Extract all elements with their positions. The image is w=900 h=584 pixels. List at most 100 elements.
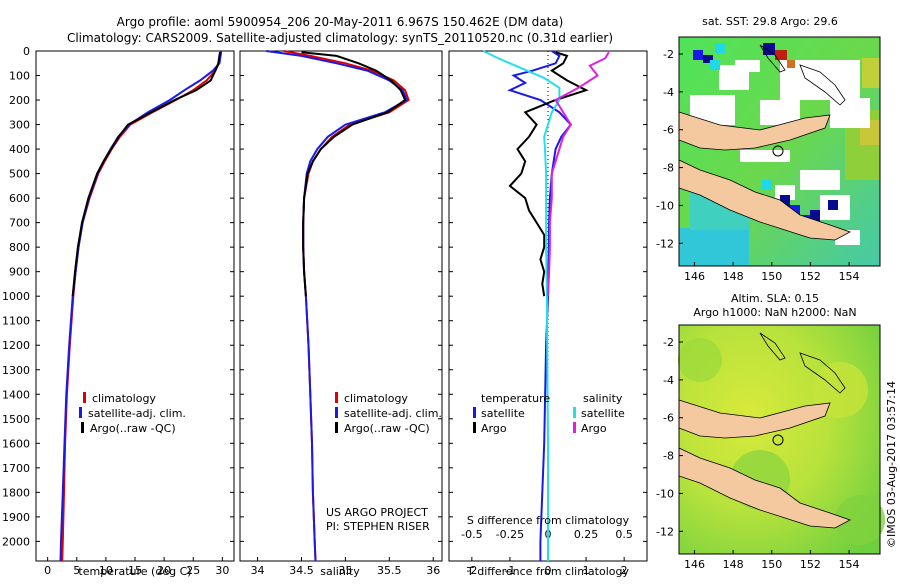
lat-tick-label: -8	[663, 162, 674, 175]
difference-plot: -2 -1 0 1 2-0.5 -0.25 0 0.25 0.5	[461, 50, 633, 577]
legend-swatch-satellite	[79, 407, 82, 418]
x-tick-label: -1	[504, 564, 515, 577]
sst-map	[678, 36, 881, 267]
salinity-plot: 34 34.5 35 35.5 36	[251, 50, 440, 577]
sst-map-axes: 146 148 150 152 154 -2 -4 -6 -8 -10 -12	[656, 48, 860, 283]
project-line-1: US ARGO PROJECT	[326, 506, 428, 519]
x-tick-label: 36	[426, 564, 440, 577]
series-line-argo-raw-qc-	[301, 51, 407, 297]
lat-tick-label: -6	[663, 124, 674, 137]
series-line-satellite-adj-clim-	[59, 50, 223, 562]
legend-satellite: satellite-adj. clim.	[344, 407, 442, 420]
s-difference-xlabel: S difference from climatology	[467, 514, 630, 527]
series-line-climatology	[61, 50, 222, 562]
title-line-2: Climatology: CARS2009. Satellite-adjuste…	[67, 31, 613, 45]
series-line-s-satellite	[482, 50, 561, 561]
temperature-plot: 0 5 10 15 20 25 30	[44, 50, 229, 577]
lon-tick-label: 150	[761, 270, 782, 283]
series-line-t-satellite	[507, 50, 573, 561]
depth-tick-label: 1400	[2, 388, 30, 401]
lon-tick-label: 150	[761, 558, 782, 571]
depth-tick-label: 1300	[2, 364, 30, 377]
legend-climatology: climatology	[344, 392, 408, 405]
lon-tick-label: 146	[684, 558, 705, 571]
legend-argo: Argo(..raw -QC)	[344, 422, 430, 435]
lat-tick-label: -12	[656, 237, 674, 250]
depth-axis: 0 100 200 300 400 500 600 700 800 900 1000 1100 1200…	[2, 45, 647, 548]
temperature-xlabel: temperature (deg C)	[78, 565, 191, 578]
legend-s-argo: Argo	[581, 422, 607, 435]
x-tick-label: 30	[215, 564, 229, 577]
lat-tick-label: -2	[663, 336, 674, 349]
x-tick-label-top: 0.25	[574, 528, 599, 541]
lat-tick-label: -4	[663, 86, 674, 99]
lon-tick-label: 154	[839, 270, 860, 283]
legend-swatch-s-argo	[573, 422, 576, 433]
salinity-panel	[239, 50, 443, 562]
salinity-xlabel: salinity	[320, 565, 360, 578]
legend-swatch-climatology	[335, 392, 338, 403]
depth-tick-label: 200	[9, 94, 30, 107]
depth-tick-label: 100	[9, 70, 30, 83]
legend-argo: Argo(..raw -QC)	[90, 422, 176, 435]
x-tick-label-top: 0.5	[615, 528, 633, 541]
x-tick-label: 10	[99, 564, 113, 577]
x-tick-label-top: -0.5	[461, 528, 482, 541]
argo-location-marker	[772, 434, 784, 446]
temperature-panel	[35, 50, 235, 562]
lat-tick-label: -12	[656, 525, 674, 538]
x-tick-label: 25	[186, 564, 200, 577]
series-line-satellite-adj-clim-	[266, 50, 409, 562]
sla-map-axes: 146 148 150 152 154 -2 -4 -6 -8 -10 -12	[656, 336, 860, 571]
legend-satellite: satellite-adj. clim.	[88, 407, 186, 420]
depth-tick-label: 1800	[2, 486, 30, 499]
sst-title: sat. SST: 29.8 Argo: 29.6	[702, 15, 838, 28]
legend-swatch-satellite	[335, 407, 338, 418]
series-line-argo-raw-qc-	[71, 52, 221, 297]
sla-map	[678, 324, 885, 555]
series-line-s-argo	[547, 51, 610, 297]
x-tick-label: 0	[44, 564, 51, 577]
lat-tick-label: -6	[663, 412, 674, 425]
depth-tick-label: 900	[9, 266, 30, 279]
depth-tick-label: 1100	[2, 315, 30, 328]
lon-tick-label: 148	[723, 270, 744, 283]
x-tick-label: 5	[73, 564, 80, 577]
sla-title-2: Argo h1000: NaN h2000: NaN	[693, 306, 856, 319]
x-tick-label: 20	[157, 564, 171, 577]
project-line-2: PI: STEPHEN RISER	[326, 520, 430, 533]
depth-tick-label: 0	[23, 45, 30, 58]
legend-climatology: climatology	[92, 392, 156, 405]
legend-salinity-header: salinity	[583, 392, 623, 405]
lon-tick-label: 154	[839, 558, 860, 571]
legend-swatch-climatology	[83, 392, 86, 403]
legend-t-satellite: satellite	[481, 407, 525, 420]
temperature-legend: climatology satellite-adj. clim. Argo(..…	[79, 392, 186, 435]
depth-tick-label: 600	[9, 192, 30, 205]
t-difference-xlabel: T difference from climatology	[466, 565, 629, 578]
timestamp: ©IMOS 03-Aug-2017 03:57:14	[885, 381, 898, 548]
x-tick-label: -2	[466, 564, 477, 577]
legend-swatch-argo	[81, 422, 84, 433]
series-line-t-argo	[508, 51, 589, 297]
depth-tick-label: 1900	[2, 511, 30, 524]
depth-tick-label: 800	[9, 241, 30, 254]
legend-swatch-t-satellite	[473, 407, 476, 418]
x-tick-label: 2	[621, 564, 628, 577]
lat-tick-label: -4	[663, 374, 674, 387]
depth-tick-label: 1200	[2, 339, 30, 352]
legend-t-argo: Argo	[481, 422, 507, 435]
lon-tick-label: 152	[800, 270, 821, 283]
argo-location-marker	[772, 145, 784, 157]
x-tick-label-top: -0.25	[496, 528, 524, 541]
depth-tick-label: 700	[9, 217, 30, 230]
legend-swatch-t-argo	[473, 422, 476, 433]
x-tick-label: 35.5	[377, 564, 402, 577]
legend-s-satellite: satellite	[581, 407, 625, 420]
x-tick-label: 34.5	[289, 564, 314, 577]
legend-temperature-header: temperature	[481, 392, 550, 405]
depth-tick-label: 500	[9, 168, 30, 181]
x-tick-label: 0	[545, 564, 552, 577]
